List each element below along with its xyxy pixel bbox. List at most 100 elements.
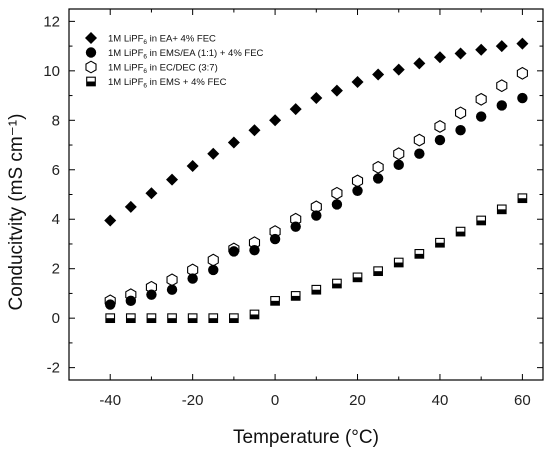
- data-point: [332, 278, 342, 289]
- diamond-marker: [310, 92, 323, 105]
- diamond-marker: [454, 47, 467, 60]
- legend-entry: 1M LiPF6 in EMS/EA (1:1) + 4% FEC: [108, 48, 264, 61]
- data-point: [310, 92, 323, 105]
- y-tick-label: 2: [52, 261, 60, 278]
- data-point: [166, 284, 178, 295]
- y-tick-label: 0: [52, 310, 60, 327]
- x-tick-label: -40: [99, 392, 121, 409]
- circle-marker: [187, 273, 198, 284]
- square-marker-fill: [250, 314, 259, 319]
- data-point: [249, 244, 260, 256]
- legend-marker: [85, 47, 97, 58]
- data-point: [475, 43, 488, 56]
- data-point: [146, 313, 157, 324]
- circle-marker: [290, 221, 301, 232]
- data-point: [475, 92, 487, 106]
- x-axis-title: Temperature (°C): [233, 427, 379, 448]
- diamond-marker: [85, 32, 97, 44]
- data-point: [434, 120, 446, 133]
- data-point: [125, 313, 136, 324]
- y-axis-title: Conducitvity (mS cm⁻¹): [6, 114, 27, 311]
- data-point: [207, 253, 219, 267]
- hexagon-marker: [516, 66, 528, 80]
- y-tick-label: 8: [52, 112, 60, 129]
- data-point: [496, 79, 508, 93]
- legend-entry: 1M LiPF6 in EMS + 4% FEC: [108, 77, 227, 90]
- x-tick-label: 40: [432, 392, 449, 409]
- data-point: [372, 173, 384, 184]
- data-point: [270, 296, 280, 306]
- square-marker-fill: [435, 242, 445, 248]
- circle-marker: [269, 233, 281, 245]
- x-tick-label: -20: [182, 392, 204, 409]
- circle-marker: [331, 199, 343, 210]
- y-tick-label: 4: [52, 211, 60, 228]
- x-tick-label: 20: [349, 392, 366, 409]
- square-marker-fill: [270, 300, 280, 306]
- data-point: [352, 185, 363, 196]
- data-point: [496, 204, 507, 215]
- square-marker-fill: [353, 277, 362, 282]
- circle-marker: [85, 47, 97, 58]
- square-marker-fill: [188, 318, 197, 323]
- data-point: [495, 40, 508, 53]
- data-point: [207, 147, 220, 160]
- data-point: [393, 147, 405, 161]
- circle-marker: [475, 111, 487, 122]
- data-point: [331, 186, 343, 200]
- data-point: [517, 92, 528, 104]
- data-point: [166, 273, 178, 287]
- data-point: [330, 84, 343, 97]
- data-point: [414, 249, 425, 259]
- data-point: [269, 233, 281, 245]
- circle-marker: [455, 124, 466, 136]
- square-marker-fill: [497, 209, 507, 214]
- hexagon-marker: [85, 60, 97, 74]
- data-point: [146, 289, 157, 300]
- diamond-marker: [392, 63, 405, 76]
- y-tick-label: 10: [43, 63, 60, 80]
- data-point: [517, 193, 528, 204]
- data-point: [269, 114, 282, 127]
- square-marker-fill: [332, 283, 342, 288]
- diamond-marker: [330, 84, 343, 97]
- square-marker-fill: [456, 231, 465, 236]
- data-point: [167, 313, 177, 324]
- square-marker-fill: [126, 318, 136, 323]
- data-point: [372, 68, 385, 81]
- square-marker-fill: [105, 318, 115, 323]
- diamond-marker: [433, 51, 446, 64]
- hexagon-marker: [393, 147, 405, 161]
- hexagon-marker: [454, 106, 467, 120]
- square-marker-fill: [476, 220, 486, 225]
- circle-marker: [208, 264, 219, 276]
- hexagon-marker: [413, 133, 425, 147]
- square-marker-fill: [415, 253, 424, 259]
- diamond-marker: [124, 200, 137, 213]
- data-point: [476, 215, 487, 226]
- circle-marker: [311, 210, 322, 221]
- diamond-marker: [351, 75, 364, 88]
- circle-marker: [105, 299, 116, 310]
- hexagon-marker: [207, 253, 219, 267]
- square-marker-fill: [394, 262, 404, 267]
- circle-marker: [228, 246, 240, 257]
- legend-marker: [85, 32, 97, 44]
- data-point: [290, 291, 301, 301]
- square-marker-fill: [147, 318, 156, 323]
- data-point: [413, 133, 425, 147]
- hexagon-marker: [351, 174, 364, 188]
- data-point: [290, 221, 301, 232]
- data-point: [454, 47, 467, 60]
- diamond-marker: [475, 43, 488, 56]
- data-point: [372, 160, 384, 174]
- circle-marker: [517, 92, 528, 104]
- circle-marker: [414, 148, 425, 159]
- data-point: [393, 257, 404, 268]
- y-tick-label: -2: [47, 360, 60, 377]
- circle-marker: [352, 185, 363, 196]
- diamond-marker: [227, 136, 240, 149]
- data-point: [289, 103, 302, 116]
- data-point: [187, 313, 198, 324]
- data-point: [352, 272, 363, 283]
